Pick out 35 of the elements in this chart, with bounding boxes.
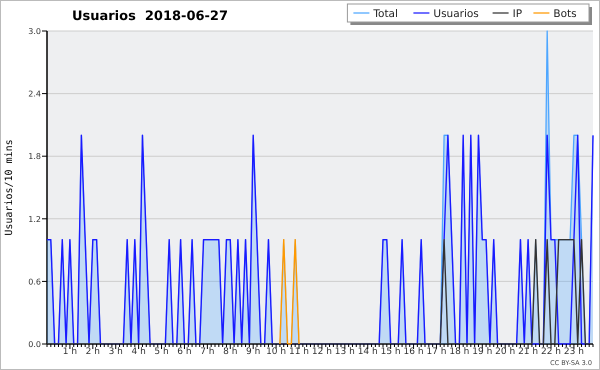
- x-tick-label: 15 h: [380, 347, 401, 357]
- x-tick-label: 6 h: [177, 347, 192, 357]
- x-tick-label: 17 h: [426, 347, 446, 357]
- y-axis-title: Usuarios/10 mins: [4, 139, 15, 236]
- y-tick-label: 1.8: [28, 152, 41, 162]
- x-tick-label: 4 h: [131, 347, 146, 357]
- x-tick-label: 1 h: [62, 347, 78, 357]
- x-tick-label: 3 h: [108, 347, 123, 357]
- x-tick-label: 9 h: [246, 347, 260, 357]
- legend-label: Bots: [553, 8, 577, 20]
- x-tick-label: 19 h: [472, 347, 492, 357]
- x-tick-label: 10 h: [266, 347, 286, 357]
- x-tick-label: 16 h: [404, 347, 424, 357]
- x-tick-label: 8 h: [223, 347, 238, 357]
- x-tick-label: 2 h: [86, 347, 100, 357]
- x-tick-label: 18 h: [449, 347, 470, 357]
- legend-label: Usuarios: [433, 8, 479, 20]
- x-tick-label: 5 h: [154, 347, 169, 357]
- x-tick-label: 20 h: [495, 347, 516, 357]
- x-tick-label: 22 h: [540, 347, 562, 357]
- y-tick-label: 3.0: [28, 27, 41, 36]
- chart-title: Usuarios 2018-06-27: [72, 9, 228, 24]
- legend-label: Total: [372, 8, 398, 20]
- x-tick-label: 21 h: [518, 347, 538, 357]
- y-tick-label: 2.4: [28, 90, 41, 99]
- x-tick-label: 23 h: [564, 347, 584, 357]
- x-tick-label: 13 h: [334, 347, 355, 357]
- y-tick-label: 0.6: [28, 277, 41, 286]
- x-tick-label: 14 h: [358, 347, 378, 357]
- y-tick-label: 1.2: [28, 214, 41, 224]
- y-tick-label: 0.0: [28, 340, 41, 349]
- x-tick-label: 7 h: [200, 347, 215, 357]
- legend-label: IP: [512, 8, 522, 20]
- x-tick-label: 11 h: [288, 347, 310, 357]
- x-tick-label: 12 h: [312, 347, 332, 357]
